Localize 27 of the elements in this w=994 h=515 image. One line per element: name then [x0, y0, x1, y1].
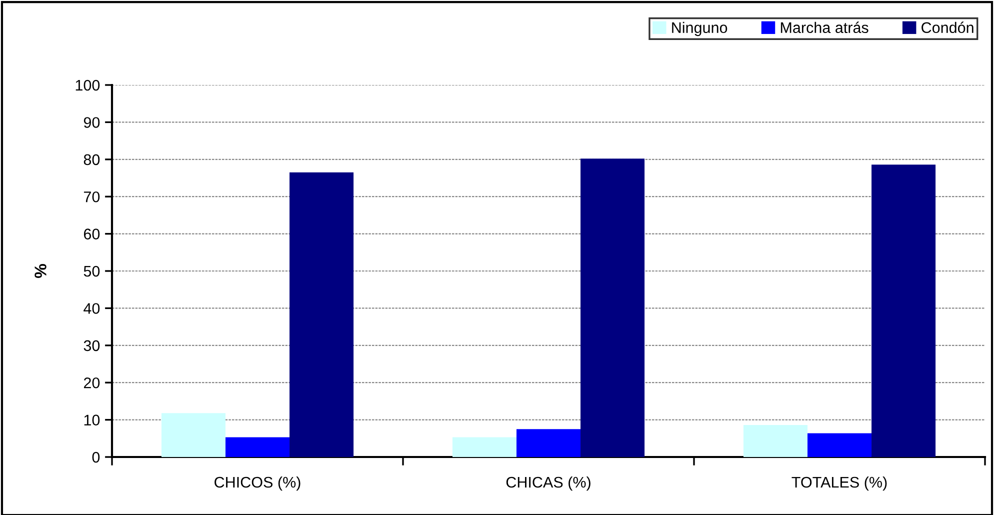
- bar: [516, 429, 581, 457]
- y-tick-label: 10: [84, 414, 100, 426]
- y-tick-label: 50: [84, 266, 100, 277]
- bar: [225, 437, 290, 457]
- bar: [290, 172, 354, 457]
- y-tick-label: 60: [84, 228, 100, 240]
- y-tick-label: 0: [92, 452, 100, 463]
- y-tick-label: 90: [84, 117, 100, 128]
- bar: [452, 437, 516, 457]
- y-tick-label: 20: [84, 377, 100, 388]
- legend-label: Ninguno: [672, 22, 728, 36]
- y-tick-label: 30: [84, 340, 100, 352]
- bar: [872, 164, 936, 457]
- bar: [161, 413, 226, 457]
- x-tick-label: CHICOS (%): [214, 476, 300, 491]
- legend-label: Marcha atrás: [780, 22, 868, 34]
- x-tick-label: CHICAS (%): [506, 476, 590, 491]
- y-tick-label: 100: [76, 80, 100, 91]
- x-tick-label: TOTALES (%): [792, 476, 887, 491]
- bar: [580, 158, 645, 457]
- bar: [807, 433, 872, 457]
- legend-label: Condón: [922, 22, 974, 34]
- y-tick-label: 40: [84, 303, 100, 314]
- y-tick-label: 80: [84, 154, 100, 166]
- bar: [743, 425, 808, 457]
- y-axis-title: %: [34, 264, 46, 278]
- y-tick-label: 70: [84, 191, 100, 202]
